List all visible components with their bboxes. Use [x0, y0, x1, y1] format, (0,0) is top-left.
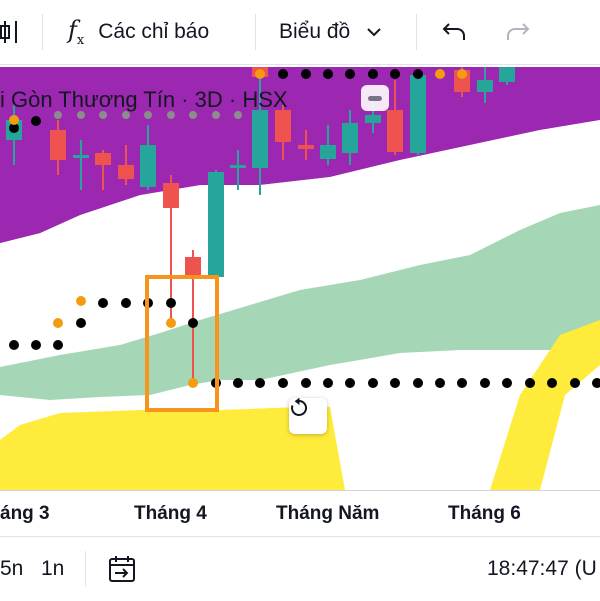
go-to-date-button[interactable]	[107, 537, 137, 601]
orange-dots	[9, 69, 467, 388]
undo-icon	[442, 23, 465, 40]
reset-icon	[291, 398, 308, 416]
function-fx-icon: fx	[68, 16, 85, 48]
time-axis[interactable]: áng 3 Tháng 4 Tháng Năm Tháng 6	[0, 490, 600, 536]
redo-icon	[507, 23, 530, 40]
ichimoku-cloud-green	[0, 205, 600, 400]
bottom-divider	[85, 551, 86, 587]
undo-button[interactable]	[441, 0, 467, 64]
minus-icon	[368, 95, 382, 101]
time-tick: Tháng 4	[134, 503, 207, 524]
chevron-down-icon	[367, 28, 381, 37]
time-tick: Tháng Năm	[276, 503, 380, 524]
black-dots-left-top	[9, 116, 41, 133]
indicators-label: Các chỉ báo	[98, 20, 210, 43]
top-toolbar: fx Các chỉ báo Biểu đồ	[0, 0, 600, 65]
chart-type-dropdown[interactable]: Biểu đồ	[279, 0, 382, 64]
collapse-legend-button[interactable]	[361, 85, 389, 111]
calendar-goto-icon	[109, 556, 135, 582]
range-5n-button[interactable]: 5n	[0, 557, 24, 580]
toolbar-divider	[255, 14, 256, 50]
toolbar-divider	[416, 14, 417, 50]
black-dots-baseline	[9, 298, 600, 388]
bottom-toolbar: 5n 1n 18:47:47 (U	[0, 536, 600, 601]
time-tick: Tháng 6	[448, 503, 521, 524]
chart-pane[interactable]: i Gòn Thương Tín · 3D · HSX	[0, 65, 600, 490]
gray-dots-top	[54, 111, 242, 119]
highlight-box	[145, 275, 219, 412]
indicators-button[interactable]: fx Các chỉ báo	[68, 0, 209, 64]
compare-candles-icon[interactable]	[0, 0, 20, 64]
reset-chart-button[interactable]	[289, 398, 327, 434]
chart-type-label: Biểu đồ	[279, 20, 351, 43]
redo-button[interactable]	[505, 0, 531, 64]
black-dots-top	[278, 69, 423, 79]
toolbar-divider	[42, 14, 43, 50]
symbol-title[interactable]: i Gòn Thương Tín · 3D · HSX	[0, 87, 288, 112]
ichimoku-cloud-yellow	[0, 407, 345, 490]
range-1n-button[interactable]: 1n	[41, 557, 65, 580]
clock-timezone[interactable]: 18:47:47 (U	[487, 557, 597, 580]
time-tick: áng 3	[0, 503, 50, 524]
price-chart-canvas[interactable]	[0, 65, 600, 490]
